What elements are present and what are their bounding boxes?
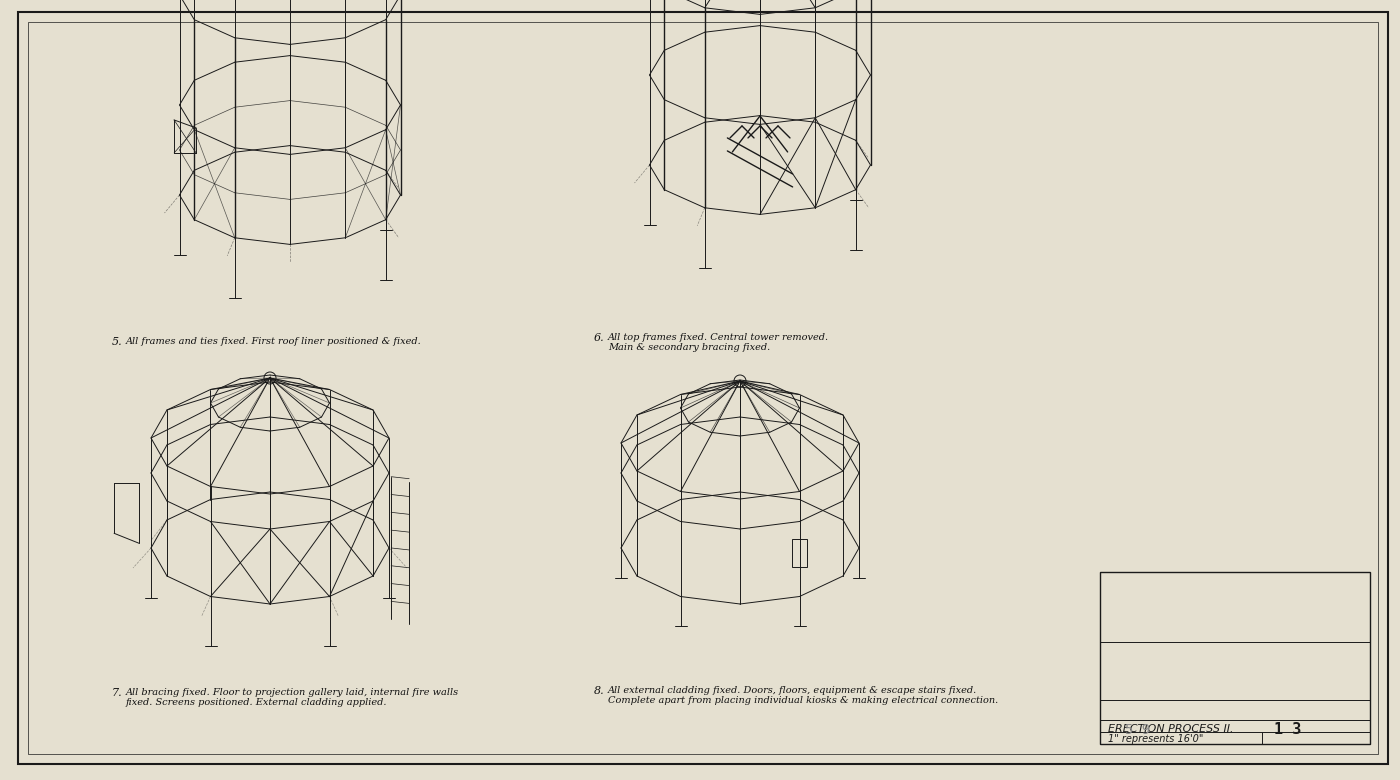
Bar <box>792 539 806 567</box>
Text: All external cladding fixed. Doors, floors, equipment & escape stairs fixed.
Com: All external cladding fixed. Doors, floo… <box>608 686 998 705</box>
Text: 6.: 6. <box>594 333 605 343</box>
Text: 1" represents 16'0": 1" represents 16'0" <box>1107 734 1204 744</box>
Bar <box>1100 572 1371 744</box>
Text: All frames and ties fixed. First roof liner positioned & fixed.: All frames and ties fixed. First roof li… <box>126 337 421 346</box>
Text: 1 3: 1 3 <box>1274 722 1302 738</box>
Text: ERECTION PROCESS II.: ERECTION PROCESS II. <box>1107 724 1233 734</box>
Text: All top frames fixed. Central tower removed.
Main & secondary bracing fixed.: All top frames fixed. Central tower remo… <box>608 333 829 353</box>
Text: 5 9: 5 9 <box>1126 723 1151 737</box>
Text: 7.: 7. <box>112 688 123 698</box>
Text: All bracing fixed. Floor to projection gallery laid, internal fire walls
fixed. : All bracing fixed. Floor to projection g… <box>126 688 459 707</box>
Text: 5.: 5. <box>112 337 123 347</box>
Text: 8.: 8. <box>594 686 605 696</box>
